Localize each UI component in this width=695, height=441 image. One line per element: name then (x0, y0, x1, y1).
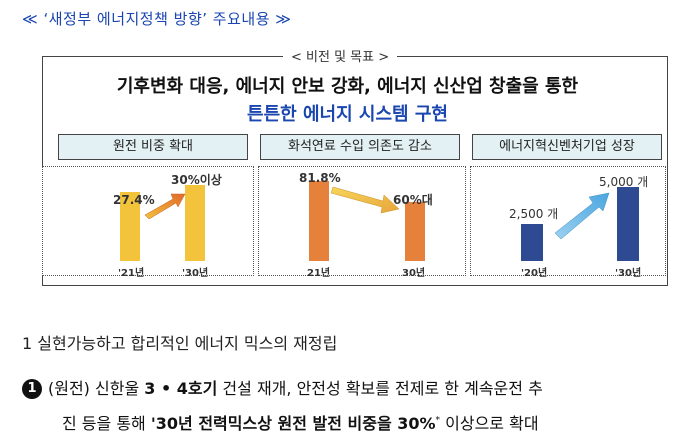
category-fossil-dependence: 화석연료 수입 의존도 감소 (260, 134, 460, 160)
year-label-nuclear-2030: '30년 (182, 268, 209, 279)
bullet-rest: 건설 재개, 안전성 확보를 전제로 한 계속운전 추 (217, 379, 543, 398)
year-label-fossil-2030: 30년 (402, 268, 426, 279)
value-label-venture-2020: 2,500 개 (509, 207, 559, 221)
cont-prefix: 진 등을 통해 (62, 414, 151, 433)
bar-venture-2030 (617, 187, 639, 261)
year-label-fossil-2021: 21년 (307, 268, 331, 279)
bullet-continuation: 진 등을 통해 '30년 전력믹스상 원전 발전 비중을 30%* 이상으로 확… (62, 410, 539, 434)
bar-nuclear-2021 (120, 191, 140, 261)
bar-fossil-2030 (405, 202, 425, 261)
year-label-venture-2020: '20년 (521, 268, 548, 279)
page-title: ≪ ‘새정부 에너지정책 방향’ 주요내용 ≫ (22, 10, 292, 28)
bar-venture-2020 (521, 224, 543, 261)
chart-panel-fossil: 81.8% 60%대 21년 30년 (258, 166, 466, 279)
cont-rest: 이상으로 확대 (440, 414, 539, 433)
bullet-paragraph: 1 (원전) 신한울 3 • 4호기 건설 재개, 안전성 확보를 전제로 한 계… (22, 375, 543, 399)
value-label-nuclear-2030: 30%이상 (171, 173, 222, 187)
value-label-venture-2030: 5,000 개 (599, 175, 649, 189)
vision-headline-line2: 튼튼한 에너지 시스템 구현 (247, 104, 448, 125)
chart-panel-nuclear: 27.4% 30%이상 '21년 '30년 (42, 166, 254, 279)
cont-bold: '30년 전력믹스상 원전 발전 비중을 30% (150, 414, 436, 433)
vision-box-label: < 비전 및 목표 > (283, 46, 398, 65)
cont-footnote-mark: * (435, 415, 441, 426)
trend-arrow-down-icon (331, 186, 400, 214)
value-label-fossil-2030: 60%대 (393, 193, 433, 207)
bullet-number-icon: 1 (22, 379, 42, 399)
section-heading-1: 1 실현가능하고 합리적인 에너지 믹스의 재정립 (22, 334, 338, 353)
year-label-venture-2030: '30년 (615, 268, 642, 279)
category-nuclear-share: 원전 비중 확대 (58, 134, 248, 160)
bullet-bold-units: 3 • 4호기 (144, 379, 218, 398)
chart-panel-venture: 2,500 개 5,000 개 '20년 '30년 (470, 166, 666, 279)
trend-arrow-up-icon (554, 192, 610, 240)
bar-fossil-2021 (309, 181, 329, 261)
vision-headline-line1: 기후변화 대응, 에너지 안보 강화, 에너지 신산업 창출을 통한 (116, 76, 579, 97)
value-label-fossil-2021: 81.8% (299, 171, 341, 185)
year-label-nuclear-2021: '21년 (118, 268, 145, 279)
category-venture-growth: 에너지혁신벤처기업 성장 (472, 134, 662, 160)
trend-arrow-up-icon (144, 193, 186, 219)
bar-nuclear-2030 (185, 185, 205, 261)
value-label-nuclear-2021: 27.4% (113, 193, 155, 207)
bullet-prefix: (원전) 신한울 (48, 379, 145, 398)
